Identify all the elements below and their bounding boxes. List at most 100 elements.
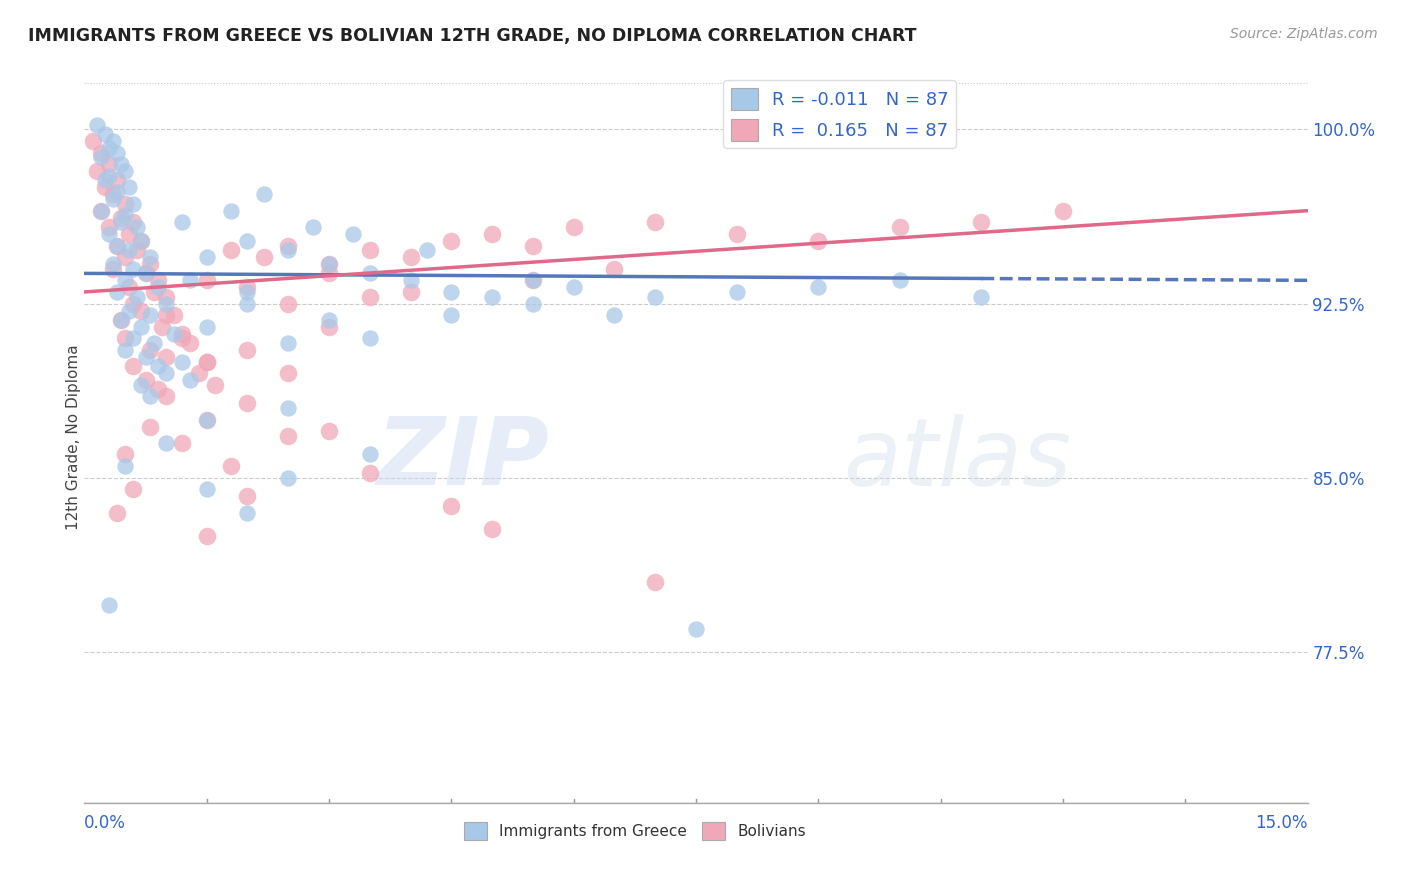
Point (889, 273, 911, 287)
Point (138, 343, 160, 357)
Point (342, 227, 364, 241)
Point (440, 499, 463, 513)
Point (277, 401, 299, 415)
Point (195, 529, 218, 543)
Point (195, 273, 218, 287)
Point (236, 280, 259, 294)
Point (195, 250, 218, 264)
Point (807, 280, 830, 294)
Point (114, 448, 136, 462)
Point (562, 219, 585, 234)
Point (101, 187, 124, 202)
Point (122, 296, 145, 310)
Point (118, 180, 141, 194)
Point (644, 215, 666, 229)
Point (155, 366, 177, 380)
Point (318, 257, 340, 271)
Point (155, 290, 177, 304)
Point (110, 215, 132, 229)
Point (135, 266, 157, 280)
Point (970, 215, 993, 229)
Point (122, 215, 145, 229)
Point (685, 622, 707, 636)
Legend: Immigrants from Greece, Bolivians: Immigrants from Greece, Bolivians (458, 815, 811, 847)
Point (101, 261, 124, 276)
Point (146, 280, 169, 294)
Point (118, 303, 141, 318)
Point (122, 483, 145, 497)
Text: 0.0%: 0.0% (84, 814, 127, 832)
Point (725, 285, 748, 299)
Point (644, 575, 666, 590)
Point (195, 412, 218, 426)
Point (277, 429, 299, 443)
Point (253, 187, 276, 202)
Point (105, 185, 128, 199)
Point (195, 354, 218, 368)
Point (138, 250, 160, 264)
Point (90, 150, 112, 164)
Point (481, 290, 503, 304)
Point (172, 215, 194, 229)
Point (277, 366, 299, 380)
Point (97, 169, 120, 183)
Point (481, 227, 503, 241)
Point (131, 234, 153, 248)
Point (105, 238, 128, 252)
Point (359, 331, 381, 345)
Point (163, 326, 186, 341)
Point (93, 173, 115, 187)
Point (105, 238, 128, 252)
Point (603, 308, 626, 322)
Point (522, 238, 544, 252)
Point (219, 203, 242, 218)
Point (399, 285, 422, 299)
Point (150, 319, 173, 334)
Point (195, 412, 218, 426)
Point (236, 506, 259, 520)
Point (399, 250, 422, 264)
Point (219, 459, 242, 474)
Point (86, 164, 108, 178)
Point (359, 466, 381, 480)
Point (122, 359, 145, 374)
Point (90, 203, 112, 218)
Text: ZIP: ZIP (377, 413, 550, 505)
Point (172, 354, 194, 368)
Point (318, 319, 340, 334)
Point (146, 273, 169, 287)
Point (114, 343, 136, 357)
Point (122, 196, 145, 211)
Point (146, 359, 169, 374)
Point (90, 203, 112, 218)
Point (118, 227, 141, 241)
Point (172, 326, 194, 341)
Point (318, 313, 340, 327)
Point (179, 273, 201, 287)
Point (97, 227, 120, 241)
Point (155, 436, 177, 450)
Point (359, 243, 381, 257)
Point (101, 134, 124, 148)
Point (122, 261, 145, 276)
Point (187, 366, 209, 380)
Point (236, 489, 259, 503)
Point (236, 234, 259, 248)
Point (131, 303, 153, 318)
Point (90, 145, 112, 160)
Point (277, 243, 299, 257)
Point (105, 285, 128, 299)
Point (118, 280, 141, 294)
Point (195, 354, 218, 368)
Point (142, 285, 165, 299)
Point (86, 118, 108, 132)
Point (277, 238, 299, 252)
Point (114, 459, 136, 474)
Point (399, 273, 422, 287)
Point (301, 219, 323, 234)
Point (440, 285, 463, 299)
Point (236, 296, 259, 310)
Point (114, 208, 136, 222)
Point (155, 389, 177, 403)
Point (195, 483, 218, 497)
